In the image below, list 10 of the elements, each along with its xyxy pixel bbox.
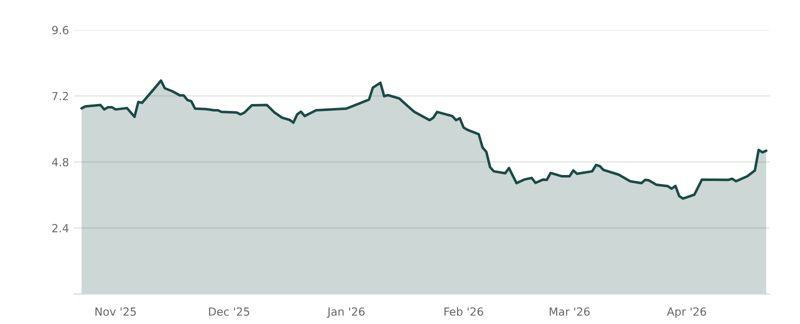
y-tick-label: 2.4 xyxy=(52,224,69,232)
x-tick-label: Mar '26 xyxy=(550,307,590,316)
x-tick-label: Apr '26 xyxy=(666,307,706,318)
y-tick-label: 7.2 xyxy=(52,92,68,100)
x-tick-label: Feb '26 xyxy=(444,307,484,316)
x-tick-label: Nov '25 xyxy=(95,307,136,316)
x-tick-label: Dec '25 xyxy=(209,307,250,316)
y-tick-label: 4.8 xyxy=(52,158,68,166)
y-tick-label: 9.6 xyxy=(52,26,68,34)
x-tick-label: Jan '26 xyxy=(326,307,365,318)
